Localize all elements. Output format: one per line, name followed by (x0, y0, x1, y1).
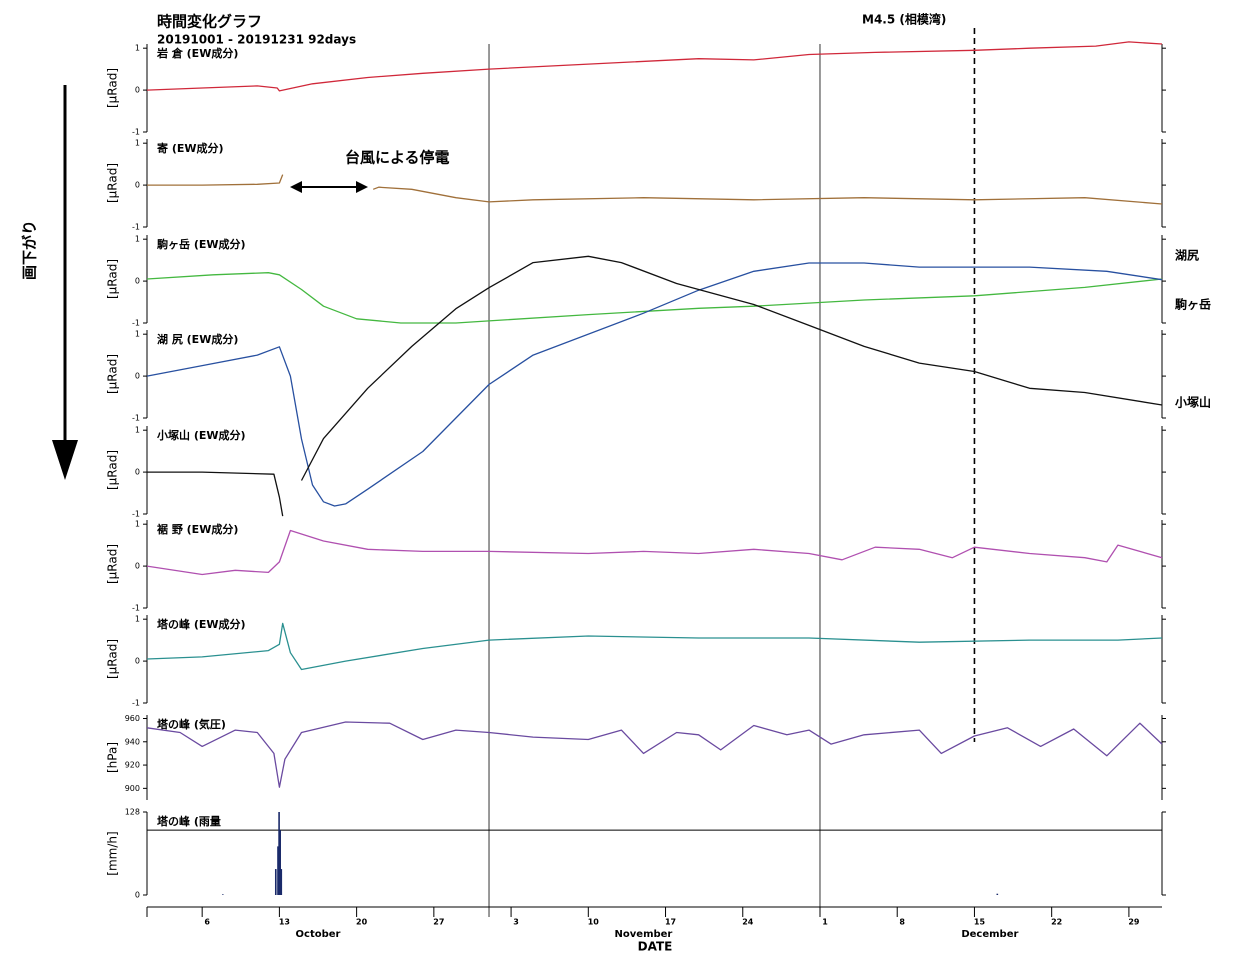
y-tick-label: 0 (135, 181, 140, 190)
y-axis-label: [μRad] (106, 354, 120, 394)
right-label: 湖尻 (1175, 248, 1199, 263)
bar (222, 894, 224, 895)
y-tick-label: 940 (125, 737, 140, 746)
series-line (146, 272, 1163, 324)
y-tick-label: -1 (132, 699, 140, 708)
x-tick-label: 17 (665, 918, 676, 927)
y-axis-label: [μRad] (106, 639, 120, 679)
x-tick-label: 13 (279, 918, 290, 927)
y-tick-label: -1 (132, 128, 140, 137)
y-axis-label: [mm/h] (106, 831, 120, 875)
bar (274, 869, 277, 895)
x-tick-label: 24 (742, 918, 754, 927)
chart-subtitle: 20191001 - 20191231 92days (157, 33, 356, 47)
bar (278, 812, 280, 895)
y-tick-label: 0 (135, 562, 140, 571)
panel-title: 小塚山 (EW成分) (156, 428, 246, 442)
y-tick-label: 1 (135, 426, 140, 435)
series-line (146, 721, 1163, 788)
month-label: December (961, 929, 1018, 940)
y-axis-label: [hPa] (106, 742, 120, 773)
x-tick-label: 6 (204, 918, 210, 927)
right-label: 小塚山 (1175, 395, 1211, 410)
y-tick-label: -1 (132, 604, 140, 613)
panel-title: 寄 (EW成分) (157, 141, 224, 155)
y-tick-label: 1 (135, 520, 140, 529)
x-tick-label: 27 (433, 918, 444, 927)
bar (277, 846, 279, 895)
y-tick-label: 1 (135, 235, 140, 244)
x-tick-label: 10 (588, 918, 600, 927)
y-tick-label: 0 (135, 657, 140, 666)
y-tick-label: 0 (135, 86, 140, 95)
y-tick-label: 920 (125, 761, 140, 770)
y-tick-label: 128 (125, 808, 140, 817)
note: 台風による停電 (345, 149, 450, 167)
panel-title: 塔の峰 (気圧) (157, 717, 226, 731)
y-tick-label: 0 (135, 277, 140, 286)
y-tick-label: 1 (135, 139, 140, 148)
series-line (147, 255, 1163, 517)
x-tick-label: 29 (1128, 918, 1140, 927)
y-axis-label: [μRad] (106, 259, 120, 299)
right-label: 駒ヶ岳 (1175, 297, 1211, 312)
y-tick-label: 1 (135, 44, 140, 53)
panel-title: 裾 野 (EW成分) (157, 522, 238, 536)
x-tick-label: 20 (356, 918, 368, 927)
double-arrow (290, 181, 368, 193)
month-label: October (296, 929, 341, 940)
bar (279, 830, 281, 895)
y-tick-label: 900 (125, 784, 140, 793)
y-tick-label: 0 (135, 891, 140, 900)
y-tick-label: -1 (132, 510, 140, 519)
panel-title: 塔の峰 (雨量 (157, 814, 221, 828)
series-line (146, 529, 1163, 576)
x-tick-label: 15 (974, 918, 986, 927)
side-label: 画下がり (21, 220, 39, 280)
month-label: November (615, 929, 673, 940)
y-axis-label: [μRad] (106, 68, 120, 108)
y-tick-label: -1 (132, 414, 140, 423)
x-tick-label: 3 (513, 918, 519, 927)
y-tick-label: 960 (125, 714, 140, 723)
y-tick-label: -1 (132, 223, 140, 232)
bar (996, 893, 999, 895)
panel-title: 岩 倉 (EW成分) (156, 46, 238, 60)
y-axis-label: [μRad] (106, 450, 120, 490)
series-line (146, 262, 1163, 507)
series-line (146, 41, 1163, 92)
series-line (146, 622, 1163, 671)
x-tick-label: 1 (822, 918, 828, 927)
y-tick-label: 1 (135, 330, 140, 339)
x-axis-label: DATE (638, 940, 673, 954)
y-tick-label: 0 (135, 468, 140, 477)
panel-title: 駒ヶ岳 (EW成分) (157, 237, 246, 251)
x-tick-label: 8 (899, 918, 905, 927)
panel-title: 塔の峰 (EW成分) (157, 617, 246, 631)
y-tick-label: -1 (132, 319, 140, 328)
y-axis-label: [μRad] (106, 163, 120, 203)
down-arrow (52, 85, 78, 480)
y-tick-label: 1 (135, 615, 140, 624)
y-tick-label: 0 (135, 372, 140, 381)
event-label: M4.5 (相模湾) (862, 12, 946, 27)
x-tick-label: 22 (1051, 918, 1062, 927)
panel-title: 湖 尻 (EW成分) (157, 332, 238, 346)
bar (280, 869, 283, 895)
chart-title: 時間変化グラフ (157, 13, 262, 31)
series-line (147, 174, 1163, 205)
y-axis-label: [μRad] (106, 544, 120, 584)
